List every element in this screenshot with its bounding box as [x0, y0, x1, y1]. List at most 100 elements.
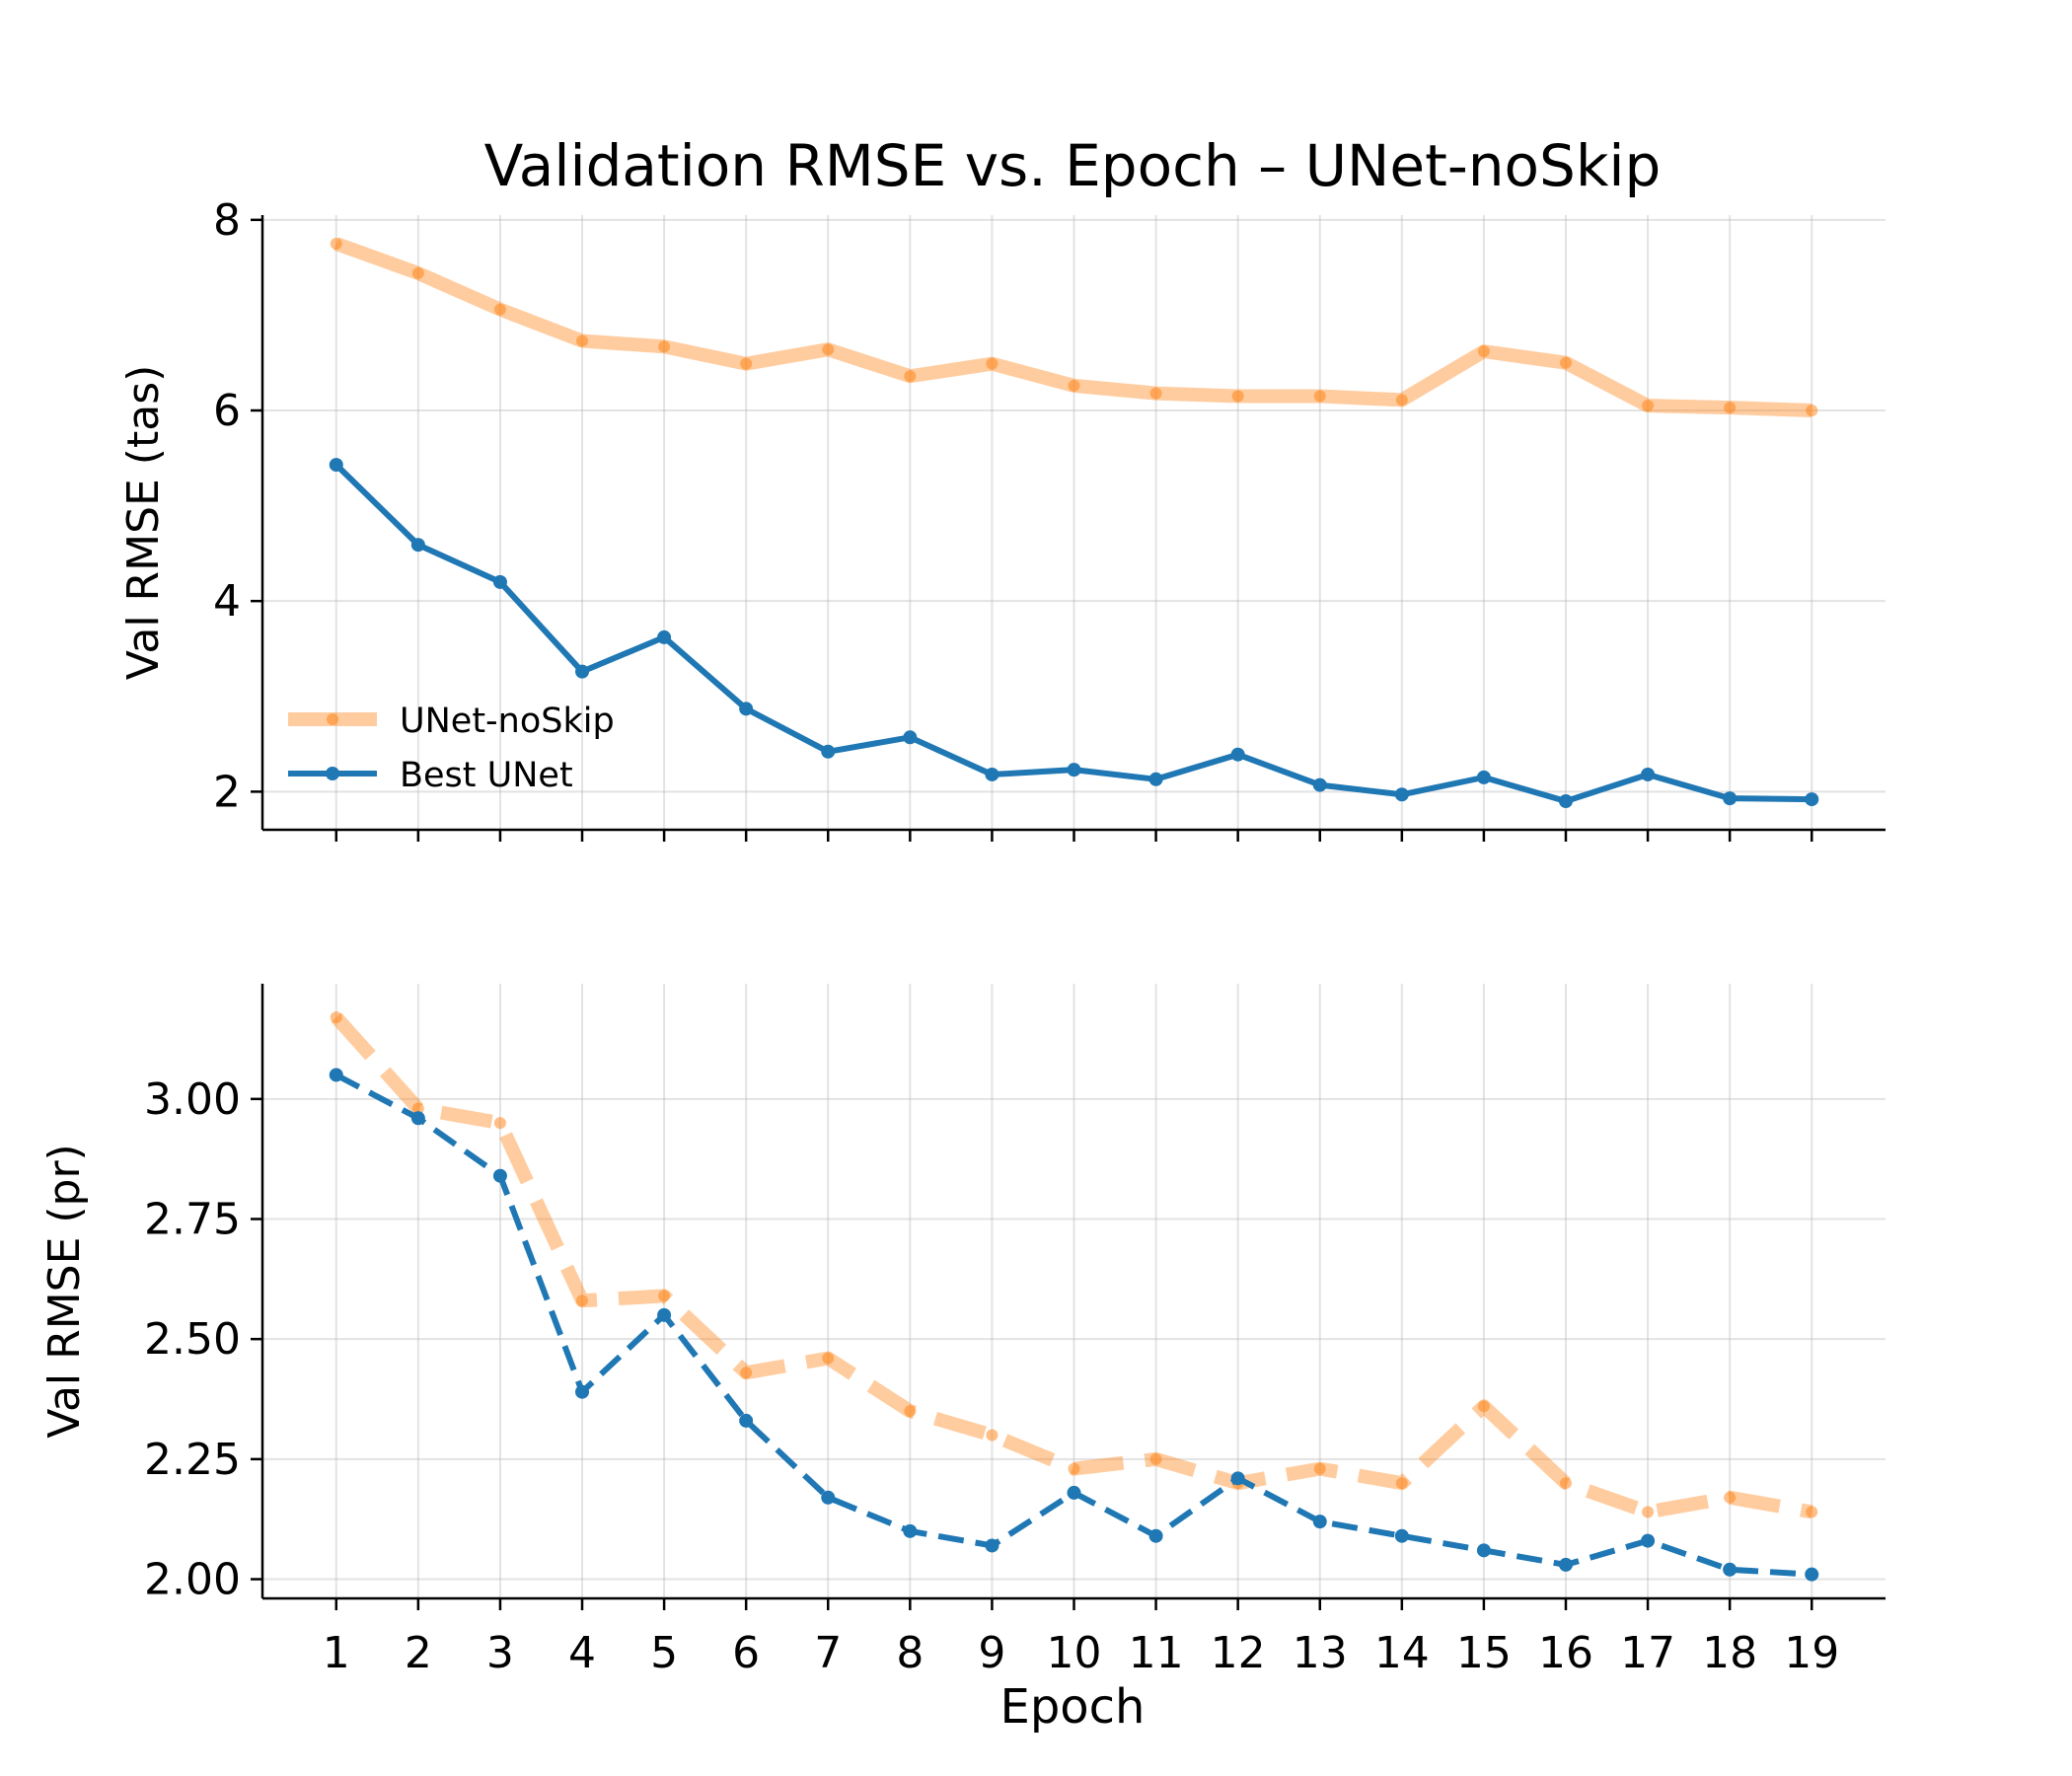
data-point-noskip — [1149, 1452, 1162, 1465]
x-tick-label: 5 — [650, 1628, 678, 1678]
legend-marker-noskip — [327, 713, 338, 725]
data-point-best — [1394, 787, 1409, 802]
data-point-best — [329, 458, 343, 473]
data-point-noskip — [330, 237, 342, 250]
legend-label-noskip: UNet-noSkip — [400, 702, 615, 741]
data-point-best — [1805, 1567, 1819, 1582]
data-point-best — [739, 1413, 754, 1428]
data-point-noskip — [1068, 1462, 1080, 1475]
x-tick-label: 18 — [1702, 1628, 1757, 1678]
data-point-noskip — [493, 1117, 506, 1130]
data-point-best — [410, 1111, 425, 1126]
data-point-noskip — [576, 1295, 589, 1307]
y-tick-label: 6 — [213, 386, 241, 436]
x-tick-label: 1 — [323, 1628, 350, 1678]
x-tick-label: 3 — [486, 1628, 514, 1678]
series-noskip-pr — [330, 1011, 1818, 1519]
data-point-best — [657, 629, 672, 644]
data-point-best — [1476, 1543, 1491, 1558]
data-point-noskip — [1149, 387, 1162, 400]
x-tick-label: 15 — [1456, 1628, 1512, 1678]
x-tick-label: 13 — [1293, 1628, 1348, 1678]
data-point-best — [1312, 777, 1327, 792]
y-tick-label: 2 — [213, 767, 241, 817]
x-tick-label: 11 — [1129, 1628, 1184, 1678]
panel-pr: 2.002.252.502.753.001 2 3 4 5 6 7 8 9 10 11 12 13 14 1… — [39, 984, 1886, 1678]
data-point-noskip — [1642, 1506, 1655, 1518]
x-tick-label: 2 — [405, 1628, 432, 1678]
y-axis-label-pr: Val RMSE (pr) — [39, 1144, 90, 1438]
data-point-best — [657, 1307, 672, 1322]
data-point-noskip — [1395, 394, 1408, 407]
y-tick-label: 3.00 — [144, 1074, 241, 1125]
legend: UNet-noSkip Best UNet — [288, 702, 615, 795]
data-point-best — [410, 538, 425, 553]
data-point-best — [985, 1538, 999, 1553]
x-tick-label: 10 — [1047, 1628, 1102, 1678]
data-point-noskip — [1642, 400, 1655, 412]
y-tick-label: 2.75 — [144, 1194, 241, 1244]
data-point-noskip — [904, 1405, 917, 1418]
y-tick-label: 8 — [213, 195, 241, 246]
y-tick-label: 2.25 — [144, 1435, 241, 1485]
data-point-best — [821, 744, 836, 759]
data-point-best — [1723, 791, 1738, 806]
x-axis-label: Epoch — [1000, 1679, 1146, 1735]
data-point-best — [1067, 1485, 1081, 1500]
data-point-noskip — [1806, 1506, 1818, 1518]
data-point-noskip — [1313, 1462, 1326, 1475]
data-point-best — [1230, 747, 1245, 762]
chart-title: Validation RMSE vs. Epoch – UNet-noSkip — [484, 132, 1662, 199]
data-point-noskip — [1231, 390, 1244, 403]
data-point-noskip — [1477, 345, 1490, 358]
data-point-best — [1312, 1515, 1327, 1529]
x-tick-label: 8 — [896, 1628, 924, 1678]
data-point-best — [1148, 772, 1163, 786]
data-point-best — [575, 1384, 590, 1399]
data-point-noskip — [904, 370, 917, 383]
data-point-noskip — [822, 343, 835, 356]
data-point-best — [1148, 1528, 1163, 1543]
data-point-best — [1476, 770, 1491, 784]
data-point-noskip — [411, 1102, 424, 1115]
data-point-noskip — [1559, 1477, 1572, 1490]
data-point-noskip — [1724, 402, 1737, 414]
data-point-noskip — [330, 1011, 342, 1024]
x-tick-label: 16 — [1538, 1628, 1593, 1678]
x-tick-label: 6 — [732, 1628, 760, 1678]
data-point-best — [1641, 1533, 1656, 1548]
x-tick-label: 7 — [814, 1628, 842, 1678]
data-point-best — [492, 574, 507, 589]
data-point-noskip — [986, 357, 999, 370]
y-tick-label: 4 — [213, 576, 241, 627]
x-tick-label: 4 — [568, 1628, 596, 1678]
panel-tas: 2 4 6 8 Val RMSE (tas) — [118, 195, 1886, 842]
y-axis-label-tas: Val RMSE (tas) — [118, 365, 169, 681]
data-point-noskip — [493, 303, 506, 316]
data-point-noskip — [576, 334, 589, 347]
data-point-best — [1805, 792, 1819, 807]
data-point-best — [329, 1068, 343, 1082]
data-point-noskip — [986, 1429, 999, 1442]
x-tick-label: 12 — [1211, 1628, 1266, 1678]
data-point-noskip — [1395, 1477, 1408, 1490]
series-best-tas — [329, 458, 1819, 809]
data-point-noskip — [740, 357, 753, 370]
grid-pr — [262, 984, 1886, 1598]
series-best-pr — [329, 1068, 1819, 1582]
data-point-best — [492, 1168, 507, 1183]
data-point-best — [1558, 794, 1573, 809]
data-point-best — [903, 1523, 918, 1538]
data-point-noskip — [411, 266, 424, 279]
series-noskip-tas — [330, 237, 1818, 418]
y-tick-label: 2.00 — [144, 1555, 241, 1605]
data-point-best — [1067, 763, 1081, 777]
data-point-best — [575, 664, 590, 679]
data-point-best — [1723, 1562, 1738, 1577]
data-point-best — [903, 730, 918, 745]
data-point-noskip — [658, 340, 671, 353]
legend-marker-best — [326, 767, 339, 780]
data-point-noskip — [1477, 1400, 1490, 1413]
data-point-best — [1558, 1557, 1573, 1572]
